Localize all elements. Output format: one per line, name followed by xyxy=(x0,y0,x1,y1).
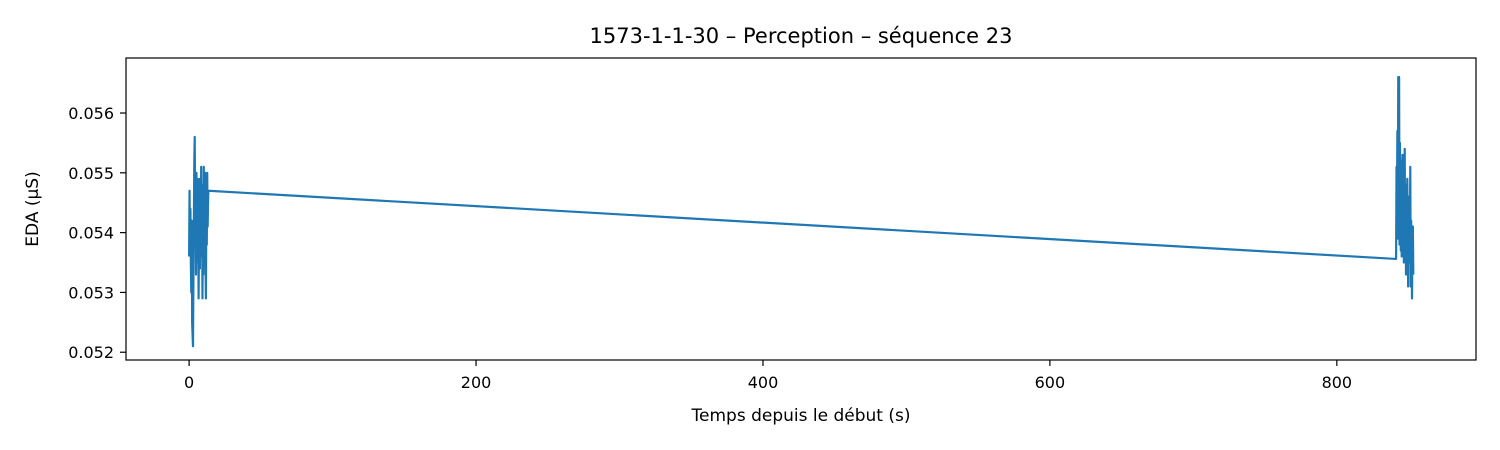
y-axis-label: EDA (µS) xyxy=(23,171,43,246)
series-layer xyxy=(188,76,1415,348)
x-tick-label: 0 xyxy=(184,373,194,392)
x-tick-label: 200 xyxy=(461,373,492,392)
eda-series-line xyxy=(188,76,1415,348)
y-tick-label: 0.055 xyxy=(68,164,114,183)
y-tick-label: 0.054 xyxy=(68,224,114,243)
plot-frame xyxy=(125,57,1477,361)
y-tick-label: 0.052 xyxy=(68,343,114,362)
chart-title: 1573-1-1-30 – Perception – séquence 23 xyxy=(590,24,1013,48)
x-axis-label: Temps depuis le début (s) xyxy=(691,406,911,426)
x-tick-label: 800 xyxy=(1322,373,1353,392)
x-tick-label: 400 xyxy=(748,373,779,392)
x-tick-label: 600 xyxy=(1035,373,1066,392)
x-axis-ticks: 0 200 400 600 800 xyxy=(184,360,1352,392)
y-tick-label: 0.053 xyxy=(68,283,114,302)
y-axis-ticks: 0.052 0.053 0.054 0.055 0.056 xyxy=(68,104,126,362)
y-tick-label: 0.056 xyxy=(68,104,114,123)
